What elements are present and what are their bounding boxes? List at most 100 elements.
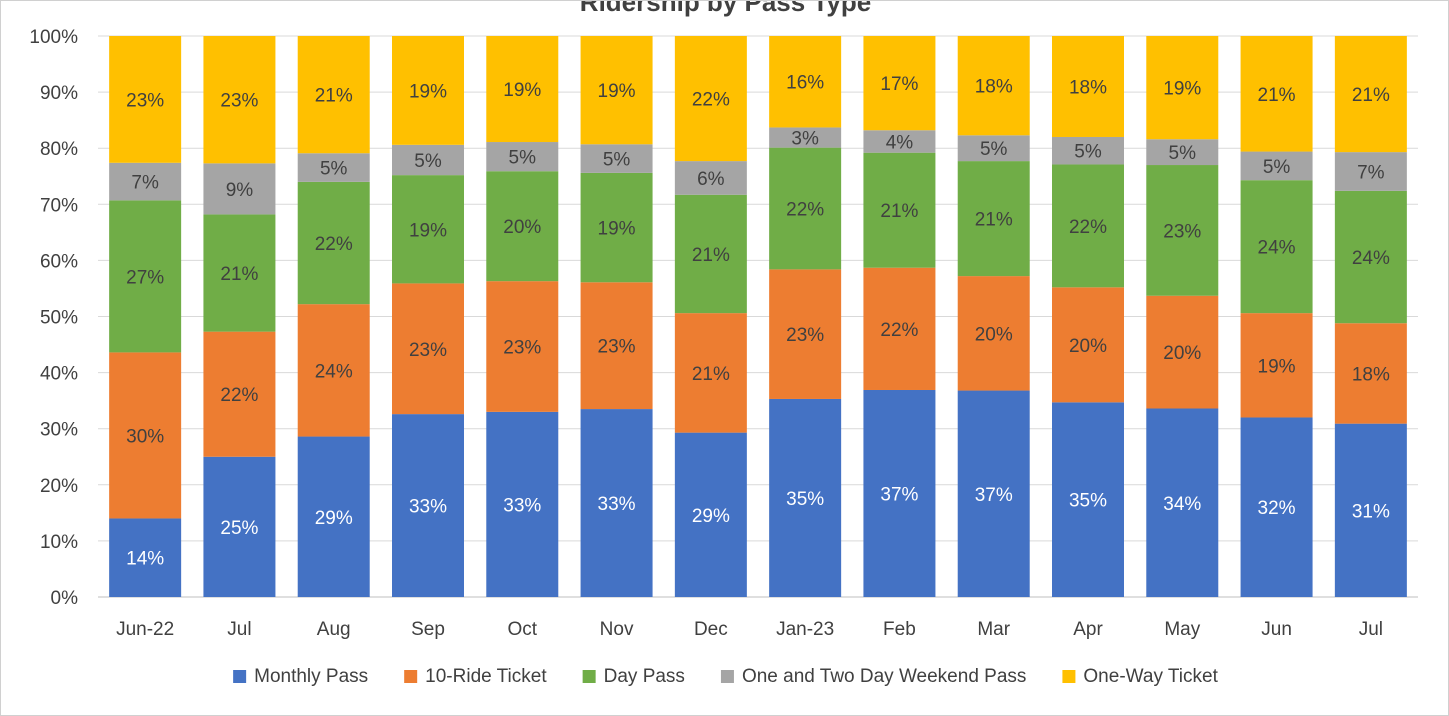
bar-segment — [203, 456, 276, 597]
data-label: 23% — [1163, 221, 1201, 242]
bar-segment — [297, 153, 370, 182]
bar-segment — [297, 304, 370, 437]
data-label: 5% — [980, 139, 1008, 160]
data-label: 5% — [1263, 157, 1291, 178]
data-label: 33% — [598, 494, 636, 515]
data-label: 7% — [1357, 162, 1385, 183]
bar-segment — [957, 36, 1030, 136]
bar-segment — [297, 436, 370, 597]
bar-segment — [109, 162, 182, 201]
y-tick-label: 60% — [40, 251, 78, 272]
data-label: 20% — [1069, 336, 1107, 357]
bar-segment — [580, 282, 653, 410]
x-tick-label: Apr — [1073, 619, 1103, 640]
bar-segment — [392, 144, 464, 176]
bar-segment — [109, 518, 182, 597]
bar-segment — [297, 36, 370, 154]
legend-label: Monthly Pass — [254, 666, 368, 687]
data-label: 24% — [1258, 238, 1296, 259]
bar-segment — [109, 352, 182, 519]
y-axis-tick-labels: 0% 10% 20% 30% 40% 50% 60% 70% 80% 90% 100% — [29, 27, 78, 609]
data-label: 21% — [975, 210, 1013, 231]
data-label: 37% — [880, 484, 918, 505]
data-label: 30% — [126, 426, 164, 447]
bar-segment — [863, 267, 936, 390]
data-label: 19% — [503, 80, 541, 101]
data-label: 19% — [409, 81, 447, 102]
y-tick-label: 0% — [51, 588, 79, 609]
bar-segment — [203, 331, 276, 457]
data-label: 27% — [126, 267, 164, 288]
bar-segment — [1146, 408, 1219, 597]
data-label: 29% — [315, 508, 353, 529]
x-tick-label: Jul — [1359, 619, 1383, 640]
bar-segment — [769, 36, 842, 128]
y-tick-label: 80% — [40, 139, 78, 160]
bar-segment — [769, 398, 842, 597]
bar-segment — [203, 36, 276, 164]
data-label: 5% — [603, 150, 631, 171]
data-label: 19% — [598, 81, 636, 102]
y-tick-label: 70% — [40, 195, 78, 216]
data-label: 32% — [1258, 498, 1296, 519]
bar-stack: 31% 18% 24% 7% 21% — [1334, 36, 1407, 597]
data-label: 19% — [1258, 356, 1296, 377]
data-label: 25% — [220, 518, 258, 539]
data-label: 34% — [1163, 494, 1201, 515]
legend-item: 10-Ride Ticket — [404, 666, 547, 687]
data-label: 7% — [131, 173, 159, 194]
data-label: 29% — [692, 506, 730, 527]
bar-segment — [203, 214, 276, 332]
data-label: 19% — [1163, 79, 1201, 100]
data-label: 22% — [220, 385, 258, 406]
data-label: 9% — [226, 180, 254, 201]
bar-segment — [674, 313, 747, 433]
y-tick-label: 20% — [40, 476, 78, 497]
bar-segment — [674, 194, 747, 314]
legend-label: One and Two Day Weekend Pass — [742, 666, 1026, 687]
bar-segment — [297, 181, 370, 305]
data-label: 22% — [692, 90, 730, 111]
data-label: 19% — [409, 220, 447, 241]
bar-stack: 37% 20% 21% 5% 18% — [957, 36, 1030, 597]
data-label: 18% — [975, 77, 1013, 98]
data-label: 17% — [880, 74, 918, 95]
data-label: 5% — [1074, 142, 1102, 163]
bar-segment — [1146, 165, 1219, 296]
legend-item: One and Two Day Weekend Pass — [720, 666, 1026, 687]
x-axis-tick-labels: Jun-22 Jul Aug Sep Oct Nov Dec Jan-23 Feb Mar Apr M… — [116, 619, 1383, 640]
bar-segment — [1146, 36, 1219, 140]
data-label: 23% — [786, 325, 824, 346]
legend-swatch — [1062, 670, 1076, 683]
data-label: 24% — [1352, 248, 1390, 269]
bar-segment — [392, 414, 464, 597]
x-tick-label: Jun — [1261, 619, 1292, 640]
bar-segment — [863, 130, 936, 153]
bar-segment — [1240, 417, 1313, 597]
data-label: 16% — [786, 73, 824, 94]
data-label: 20% — [1163, 343, 1201, 364]
bar-segment — [203, 163, 276, 215]
x-tick-label: Jun-22 — [116, 619, 174, 640]
data-label: 21% — [220, 264, 258, 285]
data-label: 6% — [697, 169, 725, 190]
legend-item: Monthly Pass — [233, 666, 368, 687]
data-label: 20% — [975, 324, 1013, 345]
data-label: 22% — [880, 320, 918, 341]
bar-segment — [392, 36, 464, 145]
bar-segment — [769, 147, 842, 270]
data-label: 5% — [1169, 143, 1197, 164]
data-label: 5% — [509, 148, 537, 169]
data-label: 33% — [409, 497, 447, 518]
bar-stack: 37% 22% 21% 4% 17% — [863, 36, 936, 597]
data-label: 22% — [1069, 217, 1107, 238]
data-label: 35% — [1069, 491, 1107, 512]
data-label: 22% — [315, 234, 353, 255]
bar-stack: 35% 23% 22% 3% 16% — [769, 36, 842, 597]
legend-item: Day Pass — [582, 666, 685, 687]
data-label: 23% — [503, 338, 541, 359]
bar-segment — [1240, 180, 1313, 314]
bar-segment — [957, 135, 1030, 162]
